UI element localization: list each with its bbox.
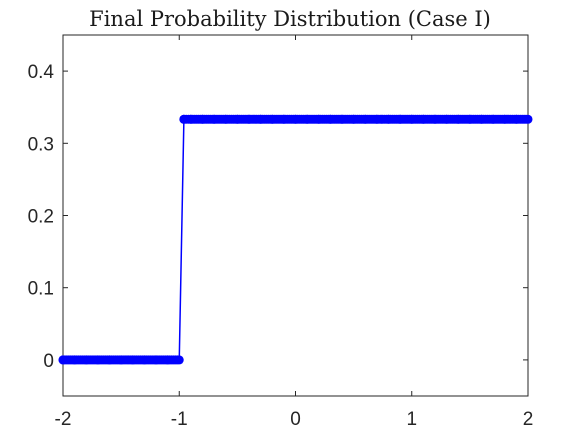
data-point (418, 114, 428, 124)
data-point (279, 114, 289, 124)
data-point (105, 355, 114, 365)
data-point (291, 114, 300, 124)
data-point (163, 355, 173, 365)
data-point (198, 114, 207, 124)
data-point (523, 114, 533, 124)
data-point (372, 114, 382, 124)
data-point (256, 114, 266, 124)
data-point (407, 114, 417, 124)
data-point (116, 355, 126, 365)
x-tick-label: 1 (406, 409, 417, 430)
data-point (360, 114, 370, 124)
data-point (500, 114, 510, 124)
data-point (93, 355, 103, 365)
data-point (186, 114, 196, 124)
data-point (442, 114, 452, 124)
data-point (58, 355, 68, 365)
data-point (325, 114, 335, 124)
data-point (151, 355, 161, 365)
data-point (430, 114, 440, 124)
x-tick-label: 2 (523, 409, 534, 430)
data-point (302, 114, 312, 124)
data-point (314, 114, 324, 124)
data-point (128, 355, 138, 365)
series-group (58, 114, 533, 365)
y-tick-label: 0.2 (28, 207, 54, 228)
data-point (488, 114, 498, 124)
data-point (70, 355, 80, 365)
data-point (179, 114, 189, 124)
data-point (139, 355, 149, 365)
x-tick-label: 0 (290, 409, 301, 430)
data-point (81, 355, 91, 365)
data-point (174, 355, 184, 365)
data-point (267, 114, 277, 124)
data-point (337, 114, 347, 124)
data-point (465, 114, 475, 124)
x-tick-label: -1 (171, 409, 188, 430)
y-tick-label: 0.1 (28, 279, 54, 300)
y-tick-label: 0 (43, 351, 54, 372)
chart-title: Final Probability Distribution (Case I) (89, 7, 491, 31)
data-point (244, 114, 254, 124)
data-point (453, 114, 463, 124)
data-point (209, 114, 219, 124)
data-point (384, 114, 393, 124)
plot-area (62, 34, 529, 397)
data-point (349, 114, 359, 124)
data-point (477, 114, 486, 124)
data-point (395, 114, 405, 124)
y-tick-label: 0.4 (28, 62, 55, 83)
data-point (232, 114, 242, 124)
data-point (511, 114, 521, 124)
axis-ticks: -2 -1 0 1 2 0 0.1 0.2 0.3 0.4 (28, 35, 534, 430)
data-point (221, 114, 231, 124)
x-tick-label: -2 (55, 409, 72, 430)
y-tick-label: 0.3 (28, 134, 54, 155)
